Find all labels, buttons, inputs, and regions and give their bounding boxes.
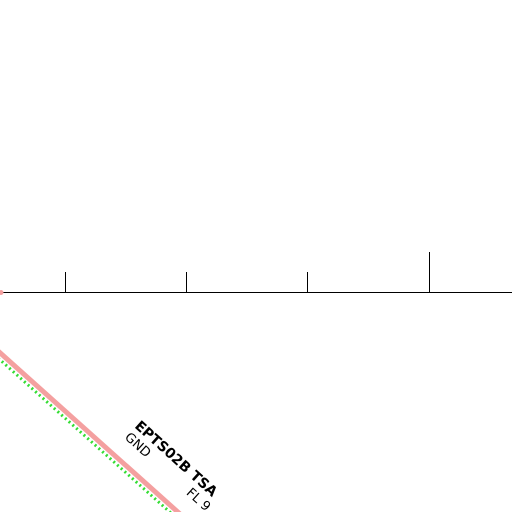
scale-bar	[0, 252, 512, 293]
point-marker	[0, 290, 4, 295]
airspace-border	[0, 349, 182, 512]
airspace-border-dotted	[0, 357, 173, 512]
